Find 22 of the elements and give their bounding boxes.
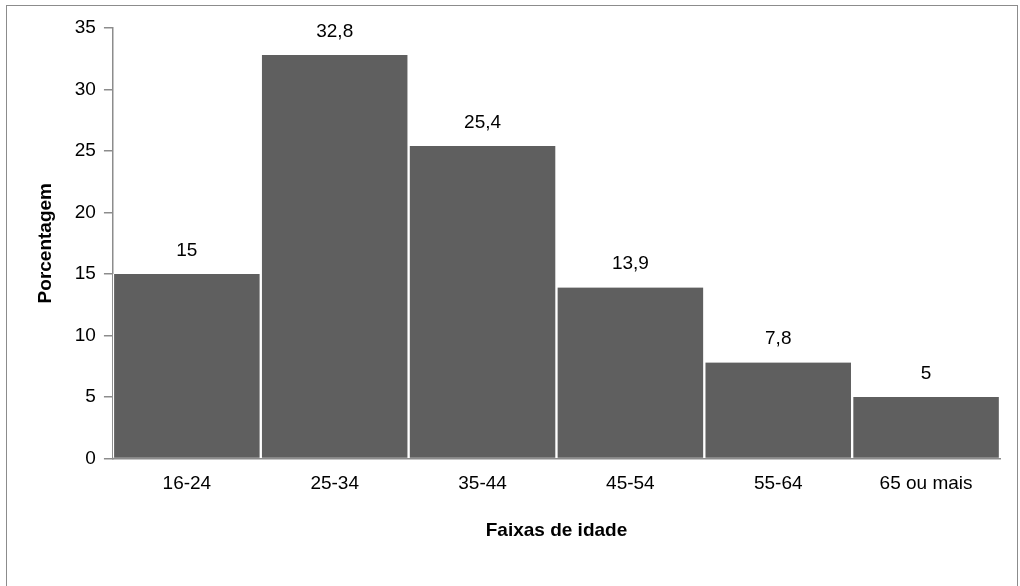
data-label: 25,4 [464, 110, 502, 132]
y-tick-label: 35 [74, 16, 96, 38]
y-tick-label: 25 [74, 139, 96, 161]
x-tick-label: 55-64 [753, 472, 803, 494]
y-tick-label: 0 [85, 446, 96, 468]
x-tick-label: 65 ou mais [879, 472, 973, 494]
data-label: 7,8 [765, 327, 792, 349]
y-tick-label: 10 [74, 323, 96, 345]
y-tick-label: 30 [74, 77, 96, 99]
y-tick-label: 5 [85, 385, 96, 407]
data-label: 15 [176, 238, 198, 260]
y-axis-title: Porcentagem [33, 183, 55, 304]
data-label: 5 [920, 361, 932, 383]
y-tick-label: 20 [74, 200, 96, 222]
x-tick-label: 45-54 [606, 472, 656, 494]
x-tick-label: 16-24 [162, 472, 212, 494]
y-tick-label: 15 [74, 262, 96, 284]
data-label: 32,8 [316, 19, 354, 41]
x-tick-label: 35-44 [458, 472, 508, 494]
x-tick-label: 25-34 [310, 472, 360, 494]
x-axis-title: Faixas de idade [485, 518, 628, 540]
data-label: 13,9 [611, 252, 649, 274]
